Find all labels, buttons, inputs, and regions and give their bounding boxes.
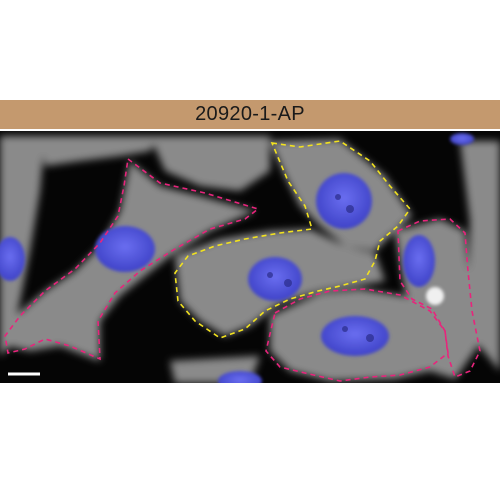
cell-body-left-edge (0, 136, 45, 356)
nucleus (0, 237, 25, 281)
cell-body-top-mid (150, 136, 270, 191)
cell-outline-magenta (397, 218, 481, 379)
nucleus (95, 226, 155, 272)
bright-spot (426, 287, 444, 305)
cell-body-right-edge (460, 141, 500, 371)
antibody-label-bar: 20920-1-AP (0, 100, 500, 129)
nucleus (450, 133, 474, 145)
cell-body-top-left (40, 136, 160, 166)
fluorescence-micrograph (0, 131, 500, 383)
nuclei-layer (0, 133, 474, 383)
nucleus (248, 257, 302, 301)
nucleoli-layer (267, 194, 374, 342)
nucleus (403, 235, 435, 287)
antibody-id-label: 20920-1-AP (195, 103, 305, 125)
nucleus (321, 316, 389, 356)
label-divider (0, 129, 500, 131)
nucleus (218, 371, 262, 383)
cell-outline-yellow (174, 140, 412, 339)
cell-outline-magenta (4, 157, 260, 361)
nucleus (316, 173, 372, 229)
